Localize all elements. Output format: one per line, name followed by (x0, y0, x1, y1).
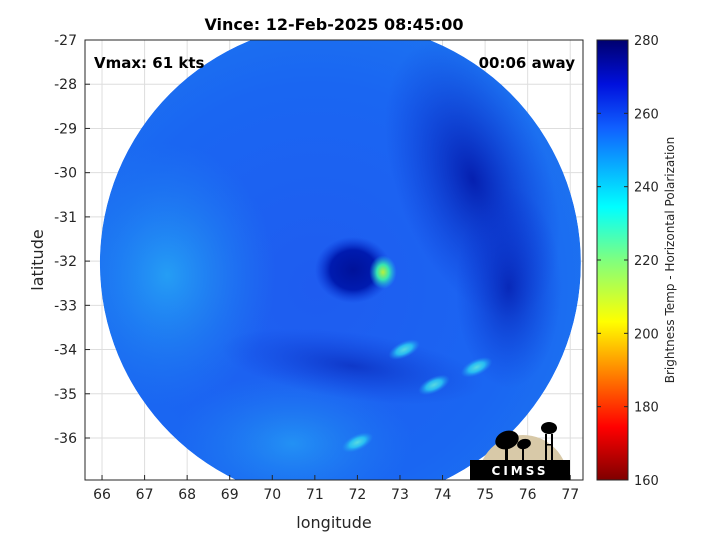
colorbar-tick-label: 180 (634, 401, 659, 416)
colorbar-tick-label: 160 (634, 474, 659, 489)
x-tick-label: 71 (306, 487, 324, 503)
x-tick-label: 72 (348, 487, 366, 503)
colorbar-label: Brightness Temp - Horizontal Polarizatio… (663, 137, 677, 384)
x-tick-label: 70 (263, 487, 281, 503)
colorbar-tick-label: 280 (634, 34, 659, 49)
y-tick-label: -27 (54, 33, 77, 49)
warm-core (369, 255, 397, 289)
colorbar-tick-label: 240 (634, 181, 659, 196)
colorbar-tick-label: 220 (634, 254, 659, 269)
plot-frame (84, 39, 584, 481)
swath-light-west (99, 143, 276, 408)
colorbar-ticks: 280 260 240 220 200 180 160 (597, 34, 659, 489)
swath-cold-east (455, 186, 562, 389)
logo-text: CIMSS (492, 464, 549, 478)
x-tick-label: 77 (561, 487, 579, 503)
x-axis-label: longitude (296, 513, 371, 532)
rainband-cell (418, 374, 450, 396)
y-tick-label: -35 (54, 387, 77, 403)
chart-title: Vince: 12-Feb-2025 08:45:00 (204, 15, 463, 34)
y-tick-label: -33 (54, 298, 77, 314)
storm-eye (314, 236, 392, 304)
y-tick-label: -29 (54, 121, 77, 137)
rainband-cell (388, 339, 421, 360)
y-tick-label: -34 (54, 343, 77, 359)
y-tick-label: -31 (54, 210, 77, 226)
rainband-cell (460, 357, 493, 378)
y-tick-label: -30 (54, 166, 77, 182)
y-tick-label: -32 (54, 254, 77, 270)
y-tick-label: -36 (54, 431, 77, 447)
x-tick-label: 68 (178, 487, 196, 503)
x-tick-label: 75 (476, 487, 494, 503)
colorbar-tick-label: 260 (634, 107, 659, 122)
x-tick-label: 76 (519, 487, 537, 503)
cimss-logo: CIMSS (470, 422, 570, 480)
colorbar-tick-label: 200 (634, 327, 659, 342)
x-tick-label: 74 (434, 487, 452, 503)
logo-band (470, 460, 570, 480)
x-tick-label: 67 (136, 487, 154, 503)
logo-dish-icon (495, 430, 531, 460)
y-tick-label: -28 (54, 77, 77, 93)
x-tick-label: 66 (93, 487, 111, 503)
y-ticks: -27 -28 -29 -30 -31 -32 -33 -34 -35 -36 (54, 33, 90, 447)
x-ticks: 66 67 68 69 70 71 72 73 74 75 76 77 (93, 475, 579, 503)
x-tick-label: 73 (391, 487, 409, 503)
vmax-annotation: Vmax: 61 kts (94, 54, 204, 72)
rainband-cell (341, 432, 374, 453)
colorbar (596, 39, 629, 481)
away-annotation: 00:06 away (479, 54, 576, 72)
y-axis-label: latitude (28, 229, 47, 290)
x-tick-label: 69 (221, 487, 239, 503)
logo-tower-icon (541, 422, 557, 460)
